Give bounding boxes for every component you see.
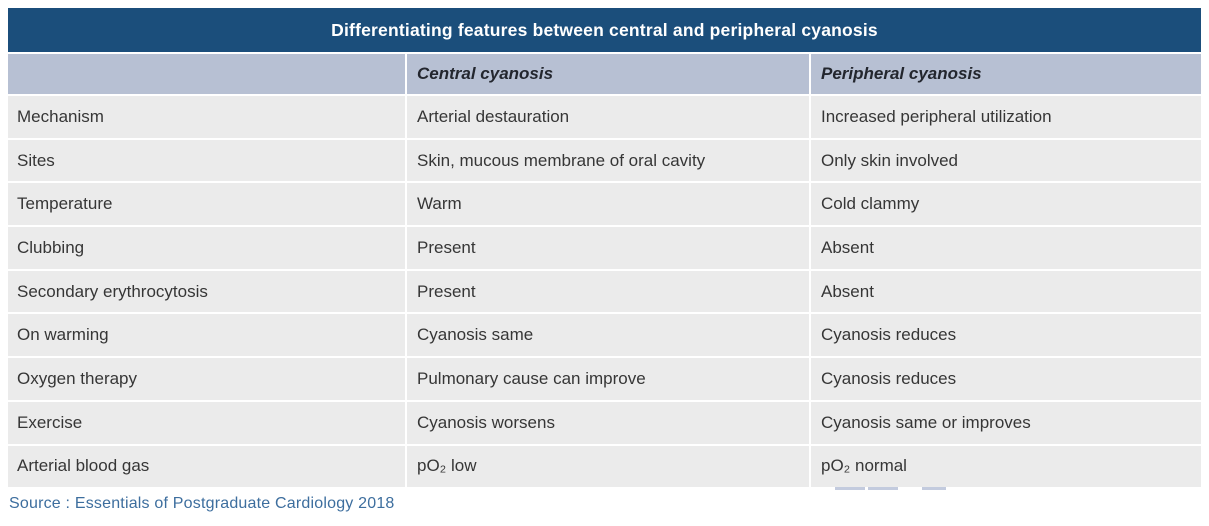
row-label: Secondary erythrocytosis: [8, 270, 405, 313]
central-value: Warm: [407, 183, 809, 226]
peripheral-value: Absent: [811, 227, 1201, 269]
central-value: Present: [407, 227, 809, 269]
table-row-oxygen-therapy: Oxygen therapy Pulmonary cause can impro…: [8, 358, 1201, 400]
scan-artifact-dash: [835, 487, 865, 490]
row-label: Oxygen therapy: [8, 358, 405, 400]
row-label: Temperature: [8, 183, 405, 226]
header-cell-central: Central cyanosis: [407, 54, 809, 94]
central-value: Present: [407, 270, 809, 313]
table-row-mechanism: Mechanism Arterial destauration Increase…: [8, 96, 1201, 138]
table-row-exercise: Exercise Cyanosis worsens Cyanosis same …: [8, 401, 1201, 444]
row-label: Mechanism: [8, 96, 405, 138]
table-header-row: Central cyanosis Peripheral cyanosis: [8, 54, 1201, 94]
scan-artifact-dash: [868, 487, 898, 490]
table-title: Differentiating features between central…: [331, 19, 878, 40]
peripheral-value: Increased peripheral utilization: [811, 96, 1201, 138]
peripheral-value: Cyanosis same or improves: [811, 401, 1201, 444]
table-row-sites: Sites Skin, mucous membrane of oral cavi…: [8, 139, 1201, 182]
header-cell-peripheral: Peripheral cyanosis: [811, 54, 1201, 94]
peripheral-value: Absent: [811, 270, 1201, 313]
scan-artifact-dash: [922, 487, 946, 490]
table-row-secondary-erythrocytosis: Secondary erythrocytosis Present Absent: [8, 270, 1201, 313]
table-title-bar: Differentiating features between central…: [8, 8, 1201, 52]
peripheral-value: Cold clammy: [811, 183, 1201, 226]
source-citation: Source : Essentials of Postgraduate Card…: [9, 495, 395, 512]
central-value: Arterial destauration: [407, 96, 809, 138]
table-row-arterial-blood-gas: Arterial blood gas pO₂ low pO₂ normal: [8, 445, 1201, 488]
peripheral-value: Cyanosis reduces: [811, 314, 1201, 357]
central-value: pO₂ low: [407, 445, 809, 488]
row-label: Clubbing: [8, 227, 405, 269]
table-row-on-warming: On warming Cyanosis same Cyanosis reduce…: [8, 314, 1201, 357]
peripheral-value: pO₂ normal: [811, 445, 1201, 488]
table-row-clubbing: Clubbing Present Absent: [8, 227, 1201, 269]
central-value: Skin, mucous membrane of oral cavity: [407, 139, 809, 182]
peripheral-value: Only skin involved: [811, 139, 1201, 182]
central-value: Cyanosis same: [407, 314, 809, 357]
row-label: Exercise: [8, 401, 405, 444]
row-label: Arterial blood gas: [8, 445, 405, 488]
row-label: Sites: [8, 139, 405, 182]
table-row-temperature: Temperature Warm Cold clammy: [8, 183, 1201, 226]
header-cell-feature: [8, 54, 405, 94]
row-label: On warming: [8, 314, 405, 357]
cyanosis-comparison-table: Differentiating features between central…: [8, 8, 1201, 488]
central-value: Pulmonary cause can improve: [407, 358, 809, 400]
peripheral-value: Cyanosis reduces: [811, 358, 1201, 400]
central-value: Cyanosis worsens: [407, 401, 809, 444]
